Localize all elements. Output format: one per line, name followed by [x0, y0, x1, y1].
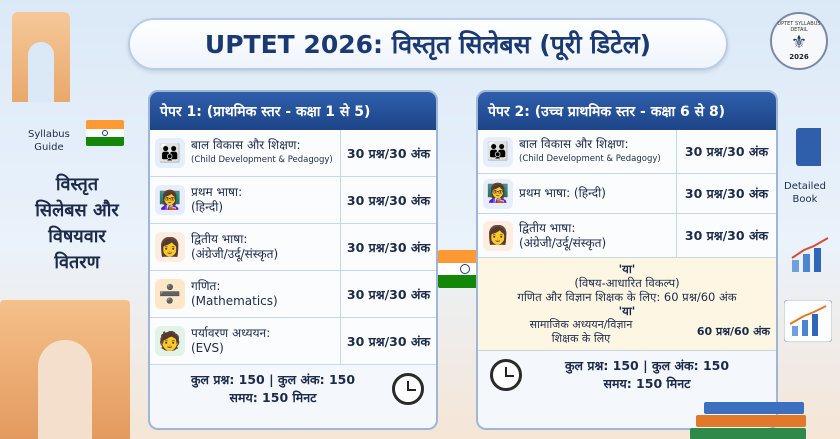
paper2-row: 👪 बाल विकास और शिक्षण: (Child Development…	[478, 130, 776, 174]
syllabus-guide-label: Syllabus Guide	[28, 128, 70, 154]
bar-chart-icon	[791, 237, 829, 272]
subject-marks: 30 प्रश्न/30 अंक	[340, 318, 436, 364]
paper1-row: 👪 बाल विकास और शिक्षण: (Child Development…	[150, 130, 436, 177]
uptet-seal: UPTET SYLLABUS DETAIL ⚜ 2026	[770, 12, 828, 70]
paper1-row: ➗ गणित: (Mathematics) 30 प्रश्न/30 अंक	[150, 271, 436, 318]
guide-line-2: Guide	[34, 142, 64, 153]
subject-english: (Mathematics)	[191, 294, 278, 308]
math-science-option: गणित और विज्ञान शिक्षक के लिए: 60 प्रश्न…	[517, 290, 737, 304]
subject-name: द्वितीय भाषा:	[191, 232, 248, 246]
subject-english: (हिन्दी)	[191, 200, 224, 214]
paper2-header: पेपर 2: (उच्च प्राथमिक स्तर - कक्षा 6 से…	[478, 92, 776, 130]
woman-icon: 👩	[155, 232, 185, 262]
paper1-panel: पेपर 1: (प्राथमिक स्तर - कक्षा 1 से 5) 👪…	[148, 90, 438, 430]
calculator-icon: ➗	[155, 279, 185, 309]
growth-chart-icon	[784, 300, 832, 342]
subject-marks: 30 प्रश्न/30 अंक	[340, 177, 436, 223]
subject-english: (Child Development & Pedagogy)	[519, 153, 661, 164]
subject-marks: 30 प्रश्न/30 अंक	[340, 224, 436, 270]
subject-name: प्रथम भाषा: (हिन्दी)	[519, 186, 606, 200]
detailed-book-label: Detailed Book	[784, 180, 826, 206]
paper1-time: समय: 150 मिनट	[229, 390, 317, 405]
guide-line-1: Syllabus	[28, 129, 70, 140]
paper2-time: समय: 150 मिनट	[603, 376, 691, 391]
paper1-header: पेपर 1: (प्राथमिक स्तर - कक्षा 1 से 5)	[150, 92, 436, 130]
subject-english: (Child Development & Pedagogy)	[191, 155, 333, 165]
seal-ring-text: UPTET SYLLABUS DETAIL	[777, 21, 821, 33]
subject-marks: 30 प्रश्न/30 अंक	[676, 214, 776, 257]
social-option-line-2: शिक्षक के लिए	[551, 332, 611, 345]
india-gate-illustration	[12, 12, 70, 102]
seal-year: 2026	[789, 53, 809, 61]
book-label-line-1: Detailed	[784, 181, 826, 192]
or-label: 'या'	[618, 262, 636, 276]
teacher-icon: 👩‍🏫	[155, 185, 185, 215]
india-gate-illustration-large	[0, 300, 130, 439]
books-stack-illustration	[690, 402, 810, 439]
subject-name: गणित:	[191, 279, 221, 293]
subject-name: प्रथम भाषा:	[191, 185, 243, 199]
paper1-row: 👩 द्वितीय भाषा: (अंग्रेजी/उर्दू/संस्कृत) …	[150, 224, 436, 271]
subject-english: (अंग्रेजी/उर्दू/संस्कृत)	[191, 247, 279, 261]
paper1-total: कुल प्रश्न: 150 | कुल अंक: 150	[190, 372, 356, 387]
side-heading-line-4: वितरण	[54, 252, 100, 273]
or-label: 'या'	[618, 304, 636, 318]
subject-marks: 30 प्रश्न/30 अंक	[340, 130, 436, 176]
side-heading-line-2: सिलेबस और	[35, 200, 119, 221]
clock-icon	[392, 373, 424, 405]
subject-marks: 30 प्रश्न/30 अंक	[676, 130, 776, 173]
paper2-total: कुल प्रश्न: 150 | कुल अंक: 150	[564, 358, 730, 373]
side-heading: विस्तृत सिलेबस और विषयवार वितरण	[22, 172, 132, 276]
paper2-row: 👩‍🏫 प्रथम भाषा: (हिन्दी) 30 प्रश्न/30 अं…	[478, 174, 776, 214]
book-icon	[796, 128, 826, 166]
subject-name: द्वितीय भाषा:	[519, 220, 576, 235]
side-heading-line-3: विषयवार	[48, 226, 106, 247]
subject-marks: 30 प्रश्न/30 अंक	[676, 174, 776, 213]
page-title-banner: UPTET 2026: विस्तृत सिलेबस (पूरी डिटेल)	[128, 18, 728, 70]
subject-name: बाल विकास और शिक्षण:	[519, 136, 629, 151]
teacher-icon: 👩‍🏫	[483, 178, 513, 209]
social-option-line-1: सामाजिक अध्ययन/विज्ञान	[529, 318, 633, 331]
page-title: UPTET 2026: विस्तृत सिलेबस (पूरी डिटेल)	[204, 30, 652, 59]
social-option-marks: 60 प्रश्न/60 अंक	[696, 325, 770, 338]
paper2-row: 👩 द्वितीय भाषा: (अंग्रेजी/उर्दू/संस्कृत) …	[478, 214, 776, 258]
subject-english: (अंग्रेजी/उर्दू/संस्कृत)	[519, 235, 607, 250]
clock-icon	[490, 359, 522, 391]
side-heading-line-1: विस्तृत	[55, 174, 99, 195]
paper1-footer: कुल प्रश्न: 150 | कुल अंक: 150 समय: 150 …	[150, 365, 436, 413]
subject-name: पर्यावरण अध्ययन:	[191, 326, 271, 340]
book-label-line-2: Book	[792, 194, 818, 205]
paper2-panel: पेपर 2: (उच्च प्राथमिक स्तर - कक्षा 6 से…	[476, 90, 778, 430]
paper2-footer: कुल प्रश्न: 150 | कुल अंक: 150 समय: 150 …	[478, 351, 776, 399]
woman-icon: 👩	[483, 220, 513, 251]
paper2-options: 'या' (विषय-आधारित विकल्प) गणित और विज्ञा…	[478, 258, 776, 351]
india-flag-icon	[86, 120, 124, 146]
people-icon: 👪	[155, 138, 185, 168]
paper1-row: 🧑 पर्यावरण अध्ययन: (EVS) 30 प्रश्न/30 अंक	[150, 318, 436, 365]
paper1-row: 👩‍🏫 प्रथम भाषा: (हिन्दी) 30 प्रश्न/30 अंक	[150, 177, 436, 224]
student-icon: 🧑	[155, 326, 185, 356]
subject-marks: 30 प्रश्न/30 अंक	[340, 271, 436, 317]
emblem-icon: ⚜	[790, 32, 808, 53]
choice-label: (विषय-आधारित विकल्प)	[574, 276, 680, 290]
people-icon: 👪	[483, 136, 513, 167]
subject-name: बाल विकास और शिक्षण:	[191, 138, 301, 152]
subject-english: (EVS)	[191, 341, 224, 355]
